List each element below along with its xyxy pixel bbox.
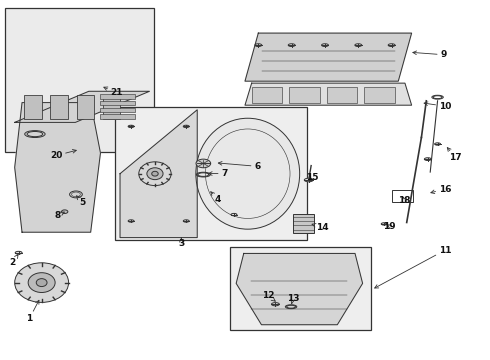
Bar — [392, 190, 413, 202]
Polygon shape — [15, 91, 149, 122]
Circle shape — [147, 168, 163, 180]
Ellipse shape — [183, 125, 189, 127]
Text: 18: 18 — [398, 197, 411, 205]
Text: 21: 21 — [104, 87, 123, 98]
Text: 4: 4 — [211, 192, 221, 204]
FancyBboxPatch shape — [230, 247, 371, 330]
Bar — [50, 95, 68, 118]
Ellipse shape — [424, 158, 431, 161]
Ellipse shape — [196, 159, 211, 168]
Ellipse shape — [15, 251, 22, 254]
Ellipse shape — [304, 178, 313, 182]
Bar — [99, 108, 135, 112]
Text: 19: 19 — [383, 222, 396, 231]
Ellipse shape — [321, 44, 328, 46]
Text: 1: 1 — [26, 300, 39, 323]
Text: 15: 15 — [306, 173, 319, 182]
Circle shape — [15, 263, 69, 302]
Text: 3: 3 — [178, 238, 184, 248]
Text: 16: 16 — [431, 185, 451, 194]
Text: 7: 7 — [209, 169, 228, 178]
Ellipse shape — [231, 213, 237, 216]
Text: 17: 17 — [447, 148, 462, 162]
Ellipse shape — [196, 118, 300, 229]
Bar — [364, 87, 395, 103]
Bar — [327, 87, 358, 103]
Ellipse shape — [271, 303, 279, 306]
Text: 20: 20 — [50, 149, 76, 160]
Bar — [99, 94, 135, 99]
Bar — [24, 95, 42, 118]
Ellipse shape — [355, 44, 362, 46]
Ellipse shape — [183, 220, 189, 222]
Text: 14: 14 — [312, 223, 329, 232]
Ellipse shape — [435, 143, 441, 145]
Circle shape — [28, 273, 55, 292]
Bar — [289, 87, 320, 103]
Ellipse shape — [288, 44, 295, 46]
Circle shape — [36, 279, 47, 287]
Ellipse shape — [255, 44, 262, 46]
Circle shape — [152, 171, 158, 176]
Text: 12: 12 — [262, 292, 275, 301]
Ellipse shape — [388, 44, 395, 46]
Text: 6: 6 — [219, 162, 260, 171]
Ellipse shape — [128, 220, 134, 222]
Polygon shape — [120, 110, 197, 238]
Ellipse shape — [381, 223, 387, 225]
Text: 2: 2 — [9, 255, 18, 267]
Text: 11: 11 — [375, 246, 451, 288]
Text: 10: 10 — [424, 102, 451, 111]
Polygon shape — [236, 253, 363, 325]
Circle shape — [139, 162, 171, 186]
Polygon shape — [15, 103, 100, 232]
Ellipse shape — [128, 125, 134, 127]
Bar — [77, 95, 94, 118]
Bar — [99, 101, 135, 105]
Text: 8: 8 — [55, 211, 64, 220]
Bar — [252, 87, 282, 103]
Ellipse shape — [62, 210, 68, 213]
Text: 13: 13 — [287, 294, 299, 303]
Polygon shape — [245, 83, 412, 105]
Text: 9: 9 — [413, 50, 447, 59]
Bar — [103, 95, 121, 118]
FancyBboxPatch shape — [5, 8, 154, 152]
Polygon shape — [245, 33, 412, 81]
Bar — [99, 114, 135, 118]
FancyBboxPatch shape — [115, 107, 307, 240]
Text: 5: 5 — [76, 196, 85, 207]
Bar — [293, 214, 314, 233]
